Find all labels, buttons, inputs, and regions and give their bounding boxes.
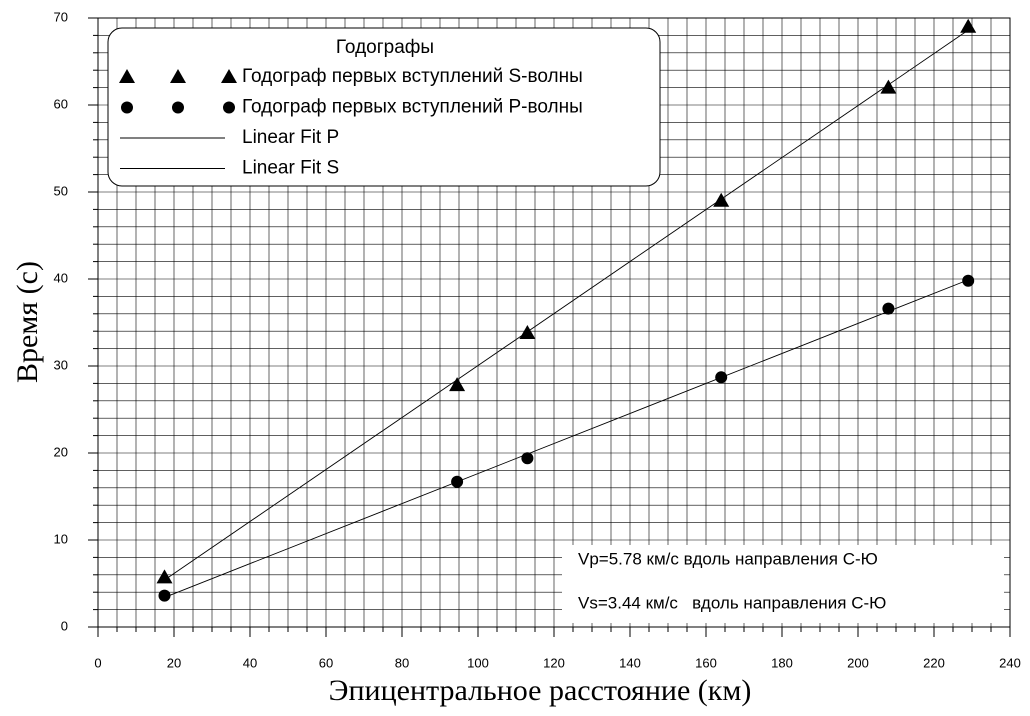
x-tick-label: 180 (771, 655, 793, 670)
legend-label: Годограф первых вступлений S-волны (242, 66, 583, 87)
y-tick-label: 10 (54, 531, 68, 546)
x-tick-label: 120 (543, 655, 565, 670)
x-tick-label: 140 (619, 655, 641, 670)
legend-title: Годографы (336, 37, 434, 58)
x-tick-label: 80 (395, 655, 409, 670)
legend-label: Linear Fit P (242, 127, 339, 148)
y-tick-label: 0 (61, 618, 68, 633)
x-tick-label: 20 (167, 655, 181, 670)
legend-marker (172, 101, 184, 114)
y-tick-label: 20 (54, 444, 68, 459)
circle-marker (882, 302, 895, 315)
annotation-box (562, 545, 1004, 623)
annotation: Vs=3.44 км/с вдоль направления С-Ю (578, 593, 886, 612)
x-tick-label: 200 (847, 655, 869, 670)
y-tick-label: 60 (54, 96, 68, 111)
fit-line (164, 279, 969, 598)
circle-marker (962, 274, 975, 287)
y-tick-label: 40 (54, 270, 68, 285)
legend-label: Годограф первых вступлений P-волны (242, 97, 583, 118)
triangle-marker (960, 18, 977, 33)
x-tick-label: 240 (999, 655, 1021, 670)
x-tick-label: 100 (467, 655, 489, 670)
annotation: Vp=5.78 км/с вдоль направления С-Ю (578, 549, 878, 568)
y-axis-title: Время (с) (11, 261, 44, 383)
x-tick-label: 0 (94, 655, 101, 670)
triangle-marker (449, 377, 466, 392)
x-tick-label: 60 (319, 655, 333, 670)
legend-marker (170, 69, 186, 83)
y-tick-label: 30 (54, 357, 68, 372)
x-axis-title: Эпицентральное расстояние (км) (329, 674, 752, 707)
triangle-marker (880, 79, 897, 94)
x-tick-label: 40 (243, 655, 257, 670)
fit-line (164, 29, 969, 581)
legend-marker (223, 101, 235, 114)
y-tick-label: 50 (54, 183, 68, 198)
x-tick-label: 220 (923, 655, 945, 670)
legend-marker (121, 101, 133, 114)
circle-marker (158, 589, 171, 602)
legend-marker (119, 69, 135, 83)
legend-box (107, 27, 661, 187)
legend-label: Linear Fit S (242, 158, 339, 179)
x-tick-label: 160 (695, 655, 717, 670)
triangle-marker (156, 569, 173, 584)
legend-marker (221, 69, 237, 83)
y-tick-label: 70 (54, 9, 68, 24)
